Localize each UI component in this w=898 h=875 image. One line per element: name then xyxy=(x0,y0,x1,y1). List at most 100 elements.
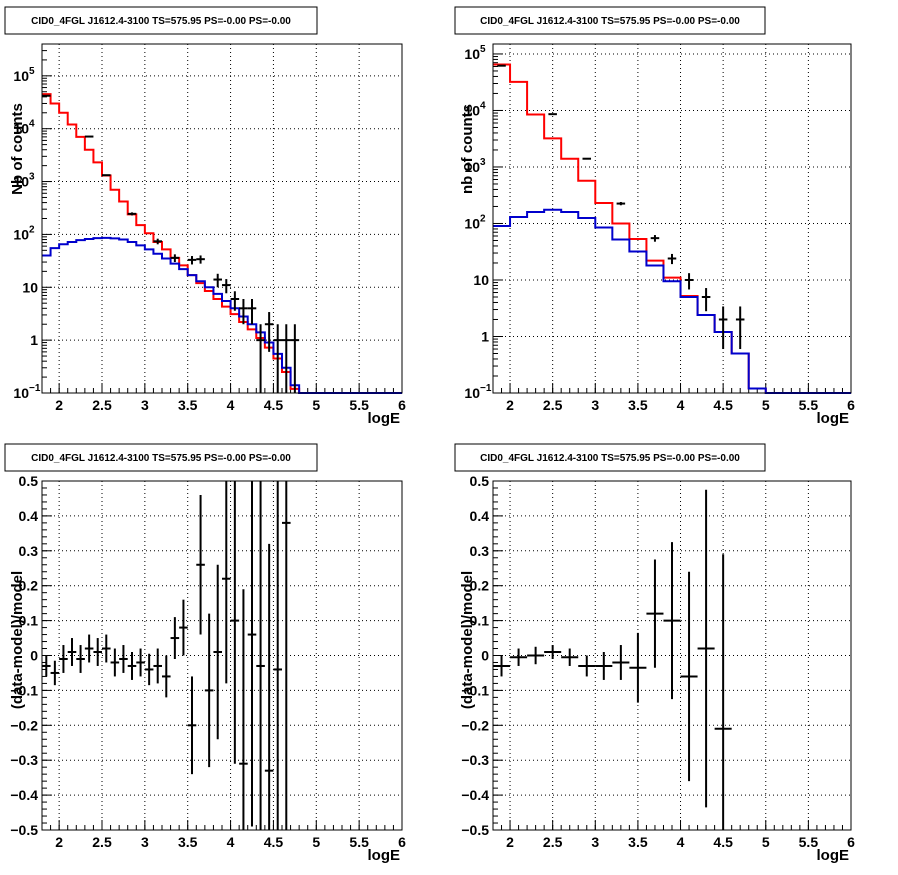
data-point xyxy=(239,299,248,325)
data-point xyxy=(595,652,613,680)
data-point xyxy=(84,135,94,138)
data-point xyxy=(204,613,214,768)
y-tick-exponent: 4 xyxy=(480,100,486,111)
data-point xyxy=(179,599,188,656)
y-tick-label: 1 xyxy=(481,328,489,344)
y-tick-label: 0.5 xyxy=(470,473,490,489)
x-tick-label: 5.5 xyxy=(349,834,369,850)
y-tick-exponent: 4 xyxy=(29,119,35,130)
x-tick-label: 5 xyxy=(762,834,770,850)
y-axis-label: (data-model)/model xyxy=(9,571,26,709)
y-tick-label: 10 xyxy=(464,46,480,62)
y-tick-label: 0.1 xyxy=(470,613,490,629)
y-tick-label: −0.1 xyxy=(10,682,38,698)
y-tick-exponent: −1 xyxy=(480,383,492,394)
data-point xyxy=(127,212,137,216)
data-point xyxy=(213,273,222,288)
data-point xyxy=(273,481,282,830)
chart-pad-2: CID0_4FGL J1612.4-3100 TS=575.95 PS=-0.0… xyxy=(454,6,855,427)
series-line-total-model xyxy=(493,63,851,394)
data-point xyxy=(663,542,681,700)
y-tick-label: 10 xyxy=(464,159,480,175)
y-axis-label: nb of counts xyxy=(459,104,476,194)
series-line-total-model xyxy=(42,93,402,394)
y-tick-label: 10 xyxy=(22,279,38,295)
x-tick-label: 6 xyxy=(847,397,855,413)
y-tick-label: −0.5 xyxy=(461,822,489,838)
x-tick-label: 5.5 xyxy=(349,397,369,413)
data-point xyxy=(153,238,162,245)
data-point xyxy=(59,645,68,673)
y-tick-label: −0.4 xyxy=(461,787,489,803)
y-tick-label: −0.3 xyxy=(10,752,38,768)
data-point xyxy=(578,655,596,677)
data-point xyxy=(684,273,694,290)
y-tick-label: 0.4 xyxy=(470,508,490,524)
data-point xyxy=(510,648,528,666)
x-tick-label: 4.5 xyxy=(264,834,284,850)
chart-pad-4: CID0_4FGL J1612.4-3100 TS=575.95 PS=-0.0… xyxy=(454,443,855,864)
y-tick-label: 0 xyxy=(481,648,489,664)
y-tick-label: −0.5 xyxy=(10,822,38,838)
data-point xyxy=(93,638,102,666)
x-tick-label: 3 xyxy=(591,397,599,413)
y-tick-exponent: 2 xyxy=(29,224,35,235)
data-point xyxy=(84,634,94,663)
data-point xyxy=(697,489,715,808)
series-line-source-model xyxy=(42,236,402,394)
x-axis-label: logE xyxy=(817,410,850,427)
x-tick-label: 5 xyxy=(762,397,770,413)
data-point xyxy=(222,279,231,294)
x-tick-label: 4 xyxy=(677,834,685,850)
chart-title: CID0_4FGL J1612.4-3100 TS=575.95 PS=-0.0… xyxy=(31,16,291,27)
data-point xyxy=(714,554,732,830)
data-point xyxy=(273,324,282,393)
data-point xyxy=(170,254,180,263)
data-point xyxy=(230,291,240,311)
x-axis-label: logE xyxy=(368,410,401,427)
x-tick-label: 2 xyxy=(55,397,63,413)
y-tick-label: 10 xyxy=(473,272,489,288)
y-axis-label: Nb of counts xyxy=(9,103,26,195)
data-point xyxy=(701,288,711,312)
data-point xyxy=(162,655,171,698)
data-point xyxy=(667,253,677,265)
chart-title-box xyxy=(454,443,766,472)
data-point xyxy=(222,481,231,684)
chart-pad-3: CID0_4FGL J1612.4-3100 TS=575.95 PS=-0.0… xyxy=(4,443,406,864)
data-point xyxy=(256,324,265,393)
y-tick-label: 0.5 xyxy=(19,473,39,489)
data-point xyxy=(629,632,647,703)
data-point xyxy=(256,481,265,830)
y-tick-exponent: 3 xyxy=(480,157,486,168)
x-tick-label: 2 xyxy=(506,397,514,413)
x-tick-label: 2 xyxy=(55,834,63,850)
x-tick-label: 6 xyxy=(398,397,406,413)
y-tick-exponent: 2 xyxy=(480,213,486,224)
data-point xyxy=(582,157,592,160)
chart-title: CID0_4FGL J1612.4-3100 TS=575.95 PS=-0.0… xyxy=(480,16,740,27)
y-tick-label: 0.4 xyxy=(19,508,39,524)
x-tick-label: 3.5 xyxy=(628,397,648,413)
x-tick-label: 6 xyxy=(398,834,406,850)
y-tick-label: 1 xyxy=(30,332,38,348)
x-tick-label: 4.5 xyxy=(264,397,284,413)
data-point xyxy=(612,645,630,680)
x-tick-label: 2 xyxy=(506,834,514,850)
data-point xyxy=(102,174,111,177)
data-point xyxy=(67,638,77,666)
data-point xyxy=(213,564,222,740)
series-line-source-model xyxy=(493,208,851,394)
data-point xyxy=(527,646,545,665)
y-tick-label: 0.1 xyxy=(19,613,39,629)
x-axis-label: logE xyxy=(817,847,850,864)
y-tick-label: −0.2 xyxy=(10,717,38,733)
data-point xyxy=(616,201,626,206)
y-tick-label: 10 xyxy=(464,215,480,231)
y-tick-exponent: 5 xyxy=(480,44,486,55)
x-tick-label: 2.5 xyxy=(92,397,112,413)
y-tick-label: 10 xyxy=(13,385,29,401)
data-point xyxy=(196,255,205,264)
x-tick-label: 6 xyxy=(847,834,855,850)
